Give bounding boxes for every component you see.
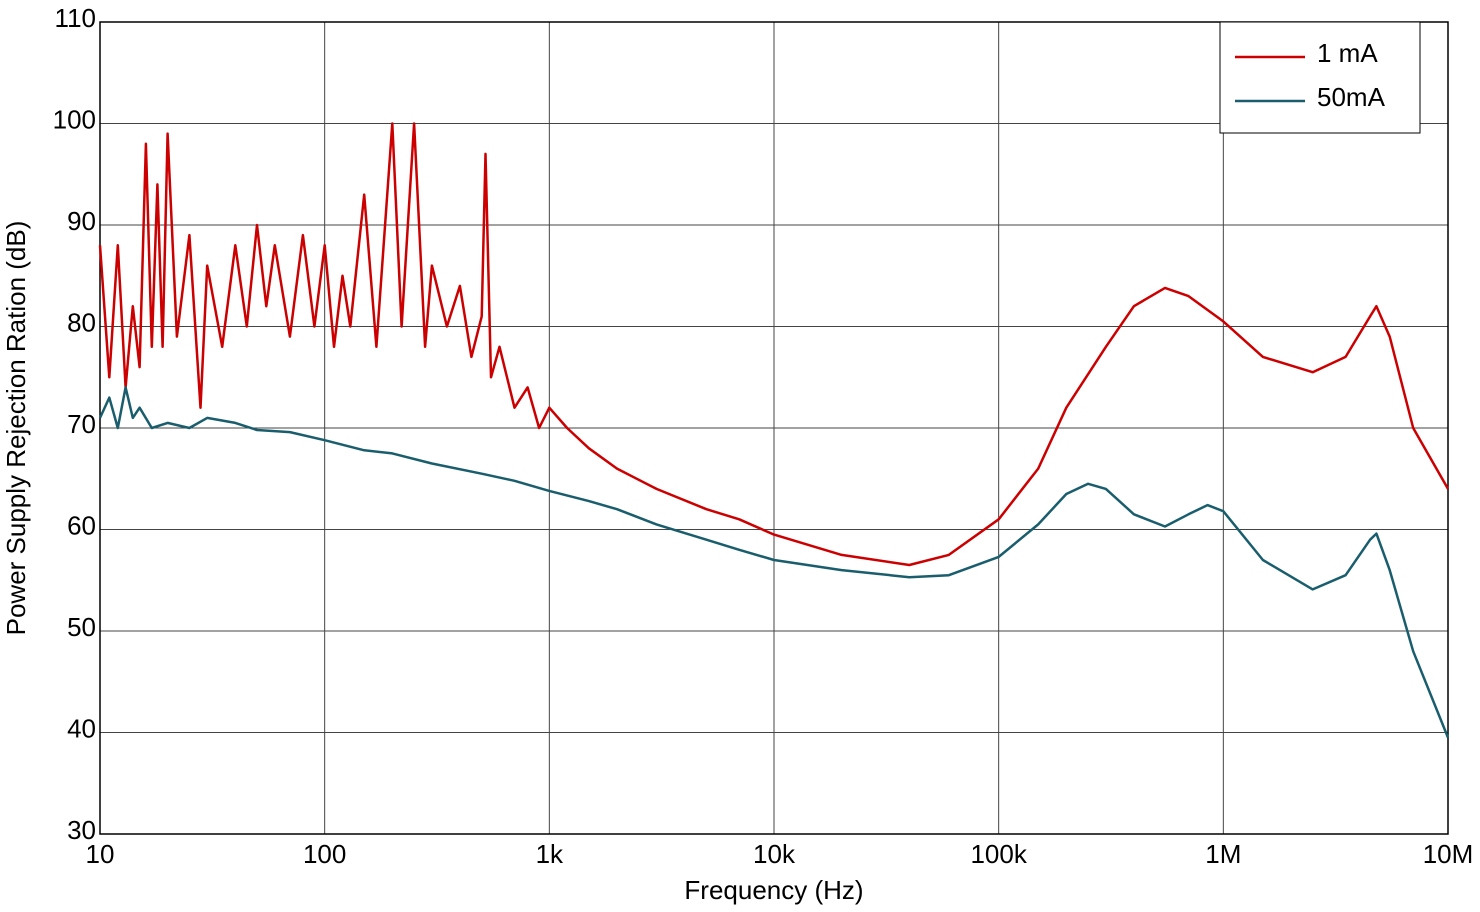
legend: 1 mA 50mA — [1219, 21, 1421, 134]
x-tick-label: 100k — [970, 839, 1027, 869]
x-tick-label: 100 — [303, 839, 346, 869]
y-tick-label: 110 — [55, 3, 96, 33]
y-tick-label: 30 — [67, 815, 96, 845]
y-axis-label: Power Supply Rejection Ration (dB) — [1, 221, 31, 636]
y-tick-label: 60 — [67, 510, 96, 540]
legend-label: 1 mA — [1317, 38, 1378, 68]
y-tick-label: 90 — [67, 206, 96, 236]
y-tick-label: 100 — [53, 104, 96, 134]
legend-box — [1219, 21, 1421, 134]
x-tick-label: 1k — [536, 839, 564, 869]
x-tick-label: 10M — [1423, 839, 1474, 869]
y-tick-label: 80 — [67, 307, 96, 337]
y-tick-label: 50 — [67, 612, 96, 642]
plot-frame — [99, 21, 1449, 835]
x-axis-label: Frequency (Hz) — [684, 875, 863, 905]
y-tick-label: 70 — [67, 409, 96, 439]
legend-label: 50mA — [1317, 82, 1386, 112]
data-line — [98, 122, 1450, 567]
y-tick-label: 40 — [67, 713, 96, 743]
x-tick-label: 10k — [753, 839, 796, 869]
x-tick-label: 1M — [1205, 839, 1241, 869]
data-line — [98, 386, 1450, 739]
x-tick-label: 10 — [86, 839, 115, 869]
